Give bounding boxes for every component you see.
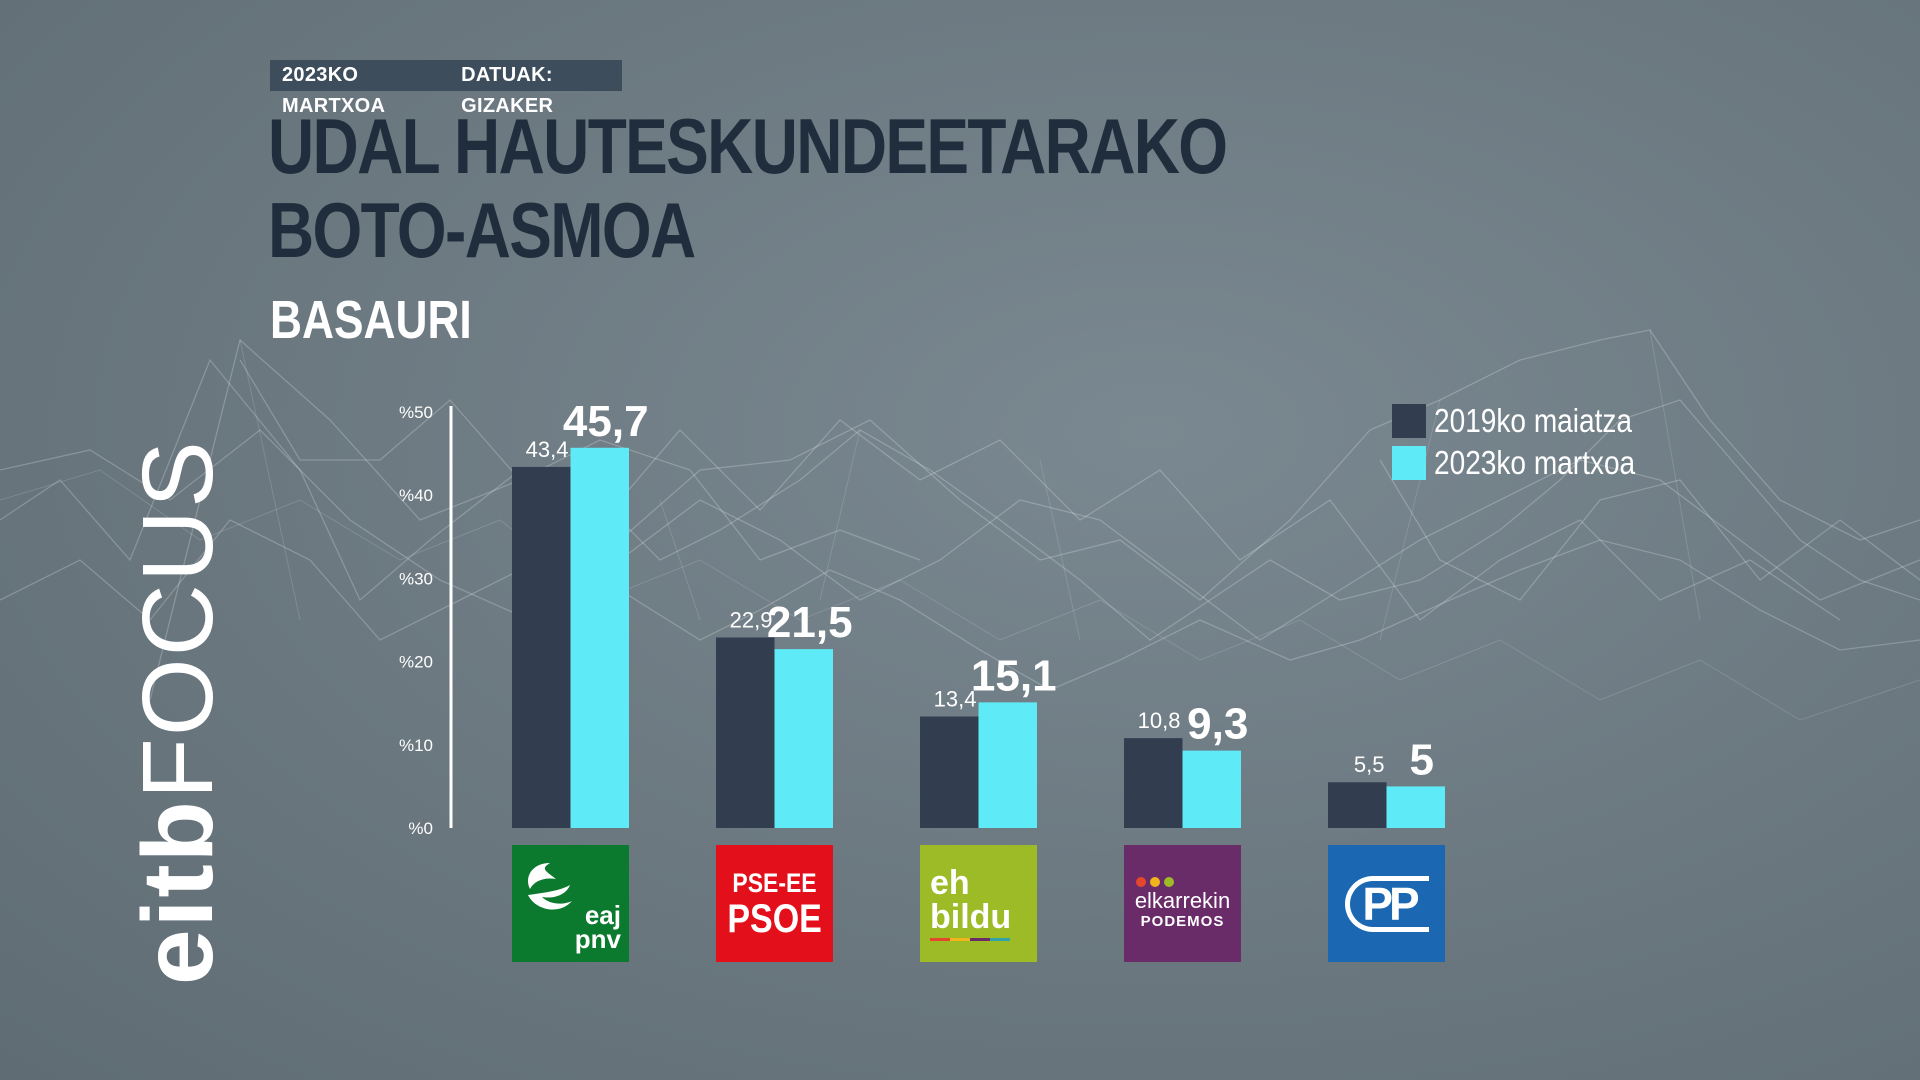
pse-ee-psoe-logo: PSE-EE PSOE [716,845,833,962]
y-tick-label-3: %30 [399,569,433,588]
data-label-4-series-0: 5,5 [1354,752,1385,777]
pp-logo-text: PP [1362,877,1419,930]
legend-swatch-2019 [1392,404,1426,438]
data-labels-group: 43,445,7 22,921,5 13,415,1 10,8 9,3 5,5 5 [526,397,1434,785]
legend: 2019ko maiatza 2023ko martxoa [1392,400,1671,484]
legend-item-2019: 2019ko maiatza [1392,400,1671,442]
source-tag: 2023KO MARTXOA DATUAK: GIZAKER [270,60,622,117]
title-line-1: UDAL HAUTESKUNDEETARAKO [268,102,1228,190]
elkarrekin-logo-line2: PODEMOS [1140,912,1225,930]
data-label-2-series-0: 13,4 [934,687,977,712]
title-line-2: BOTO-ASMOA [268,186,696,274]
data-label-3-series-0: 10,8 [1138,708,1181,733]
bildu-logo-line2: bildu [930,898,1012,936]
data-label-0-series-1: 45,7 [563,397,649,446]
bar-0-series-0 [512,466,571,828]
legend-label-2023: 2023ko martxoa [1434,444,1636,481]
bar-1-series-0 [716,637,775,828]
data-label-4-series-1: 5 [1410,735,1434,784]
chart-title: UDAL HAUTESKUNDEETARAKO BOTO-ASMOA [268,102,1228,274]
bars-group [512,447,1445,828]
eaj-pnv-logo: eaj pnv [512,845,629,962]
bildu-color-stripe [930,938,1010,941]
bar-3-series-1 [1182,750,1241,828]
bar-4-series-1 [1386,786,1445,828]
data-label-3-series-1: 9,3 [1187,700,1248,749]
pnv-logo-line1: eaj [584,900,621,930]
bar-0-series-1 [570,447,629,828]
elkarrekin-logo-line1: elkarrekin [1134,887,1231,913]
pp-logo-mark: PP [1344,875,1429,932]
source-label: DATUAK: GIZAKER [461,64,554,117]
eh-bildu-logo: eh bildu [920,845,1037,962]
psoe-logo-line2: PSOE [727,896,822,941]
bildu-logo-line1: eh [930,864,970,902]
bar-3-series-0 [1124,738,1183,828]
data-label-0-series-0: 43,4 [526,437,569,462]
y-tick-label-2: %20 [399,653,433,672]
bar-2-series-0 [920,716,979,828]
y-axis-ticks: %0 %10 %20 %30 %40 %50 [399,403,433,838]
pp-logo: PP [1328,845,1445,962]
legend-swatch-2023 [1392,446,1426,480]
elkarrekin-podemos-logo: elkarrekin PODEMOS [1124,845,1241,962]
chart-subtitle: BASAURI [270,290,472,350]
psoe-logo-line1: PSE-EE [732,867,817,898]
pnv-logo-line2: pnv [574,924,621,954]
data-label-1-series-1: 21,5 [767,598,853,647]
legend-item-2023: 2023ko martxoa [1392,442,1671,484]
bar-1-series-1 [774,649,833,828]
pnv-swirl-icon [528,863,572,910]
y-tick-label-1: %10 [399,736,433,755]
date-label: 2023KO MARTXOA [282,64,386,117]
legend-label-2019: 2019ko maiatza [1434,402,1633,439]
y-tick-label-0: %0 [408,819,433,838]
data-label-1-series-0: 22,9 [730,607,773,632]
bar-2-series-1 [978,702,1037,828]
bar-4-series-0 [1328,782,1387,828]
elkarrekin-dots-icon [1136,876,1174,887]
y-tick-label-4: %40 [399,486,433,505]
y-tick-label-5: %50 [399,403,433,422]
data-label-2-series-1: 15,1 [971,651,1057,700]
